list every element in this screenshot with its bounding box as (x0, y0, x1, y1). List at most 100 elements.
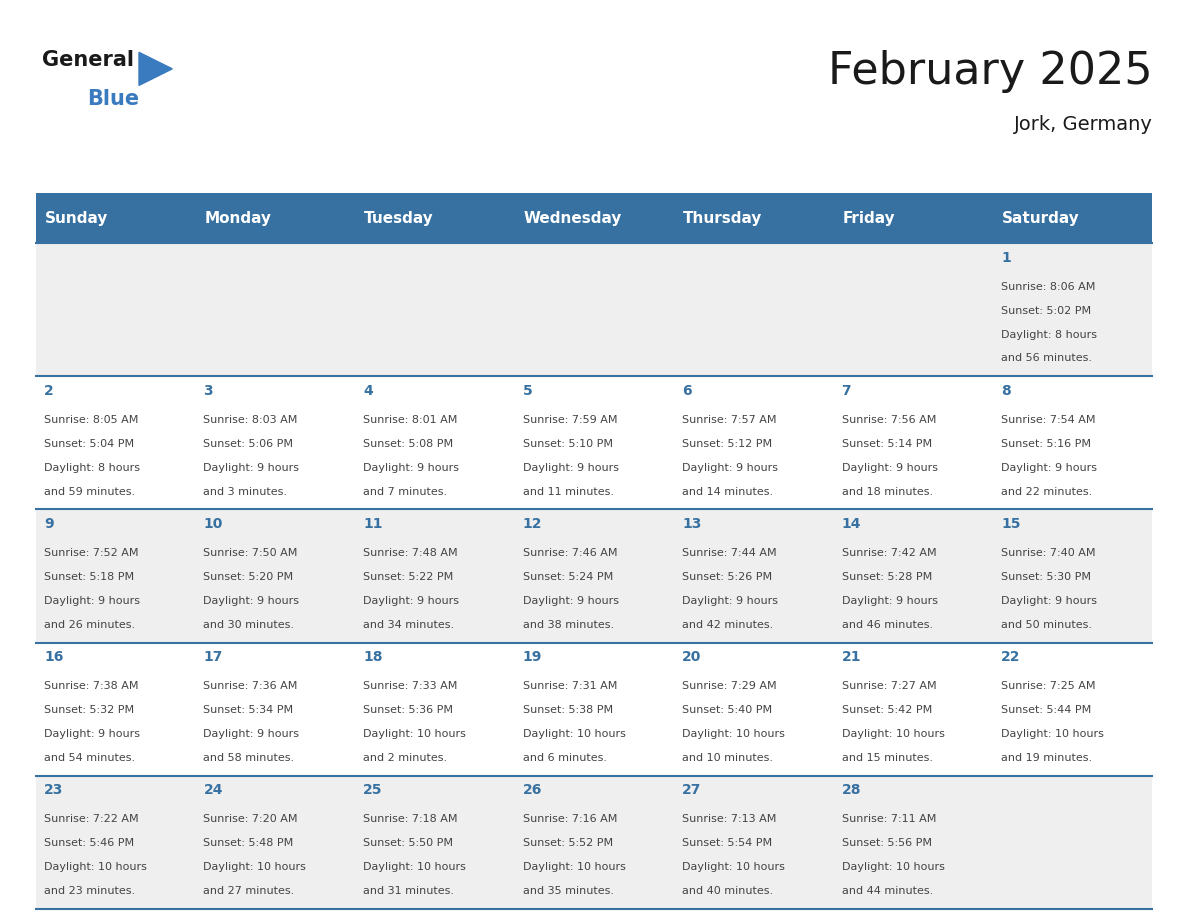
Text: February 2025: February 2025 (828, 50, 1152, 94)
Text: Sunrise: 7:48 AM: Sunrise: 7:48 AM (364, 548, 457, 558)
Text: Sunset: 5:14 PM: Sunset: 5:14 PM (841, 439, 931, 449)
Text: Saturday: Saturday (1003, 210, 1080, 226)
Text: and 15 minutes.: and 15 minutes. (841, 753, 933, 763)
Text: and 58 minutes.: and 58 minutes. (203, 753, 295, 763)
Text: 1: 1 (1001, 251, 1011, 264)
Text: 15: 15 (1001, 517, 1020, 531)
Text: Daylight: 9 hours: Daylight: 9 hours (1001, 463, 1098, 473)
Text: 25: 25 (364, 783, 383, 797)
Text: Sunset: 5:20 PM: Sunset: 5:20 PM (203, 572, 293, 582)
Text: Sunset: 5:16 PM: Sunset: 5:16 PM (1001, 439, 1091, 449)
Text: and 54 minutes.: and 54 minutes. (44, 753, 135, 763)
Text: 6: 6 (682, 384, 691, 397)
Text: 11: 11 (364, 517, 383, 531)
Text: Daylight: 9 hours: Daylight: 9 hours (523, 596, 619, 606)
Text: Sunrise: 7:40 AM: Sunrise: 7:40 AM (1001, 548, 1095, 558)
Text: Sunset: 5:28 PM: Sunset: 5:28 PM (841, 572, 931, 582)
Text: Daylight: 10 hours: Daylight: 10 hours (1001, 729, 1104, 739)
Text: Sunrise: 7:29 AM: Sunrise: 7:29 AM (682, 681, 777, 691)
Text: 8: 8 (1001, 384, 1011, 397)
Text: Sunrise: 7:57 AM: Sunrise: 7:57 AM (682, 415, 777, 425)
Text: 21: 21 (841, 650, 861, 664)
Text: Sunrise: 7:52 AM: Sunrise: 7:52 AM (44, 548, 139, 558)
Text: Sunset: 5:44 PM: Sunset: 5:44 PM (1001, 705, 1092, 715)
Text: Sunset: 5:34 PM: Sunset: 5:34 PM (203, 705, 293, 715)
Text: Sunrise: 8:03 AM: Sunrise: 8:03 AM (203, 415, 298, 425)
Text: Sunrise: 7:25 AM: Sunrise: 7:25 AM (1001, 681, 1095, 691)
Text: 22: 22 (1001, 650, 1020, 664)
Text: Blue: Blue (87, 89, 139, 109)
Text: Sunset: 5:56 PM: Sunset: 5:56 PM (841, 838, 931, 848)
Text: Sunset: 5:04 PM: Sunset: 5:04 PM (44, 439, 134, 449)
Text: Sunset: 5:54 PM: Sunset: 5:54 PM (682, 838, 772, 848)
Text: and 31 minutes.: and 31 minutes. (364, 886, 454, 896)
Text: Sunset: 5:36 PM: Sunset: 5:36 PM (364, 705, 453, 715)
Text: 26: 26 (523, 783, 542, 797)
Polygon shape (139, 52, 172, 85)
Text: Daylight: 10 hours: Daylight: 10 hours (682, 729, 785, 739)
Text: Sunrise: 7:18 AM: Sunrise: 7:18 AM (364, 814, 457, 824)
Text: Sunrise: 7:20 AM: Sunrise: 7:20 AM (203, 814, 298, 824)
Text: and 26 minutes.: and 26 minutes. (44, 620, 135, 630)
Text: Daylight: 9 hours: Daylight: 9 hours (364, 596, 459, 606)
Text: Sunrise: 8:05 AM: Sunrise: 8:05 AM (44, 415, 138, 425)
Text: and 30 minutes.: and 30 minutes. (203, 620, 295, 630)
Text: Sunset: 5:46 PM: Sunset: 5:46 PM (44, 838, 134, 848)
Text: and 38 minutes.: and 38 minutes. (523, 620, 614, 630)
Text: Thursday: Thursday (683, 210, 763, 226)
Text: Sunset: 5:42 PM: Sunset: 5:42 PM (841, 705, 931, 715)
Text: Sunrise: 7:13 AM: Sunrise: 7:13 AM (682, 814, 777, 824)
Text: and 42 minutes.: and 42 minutes. (682, 620, 773, 630)
Text: 4: 4 (364, 384, 373, 397)
Text: and 14 minutes.: and 14 minutes. (682, 487, 773, 497)
Text: Sunrise: 7:44 AM: Sunrise: 7:44 AM (682, 548, 777, 558)
Text: and 6 minutes.: and 6 minutes. (523, 753, 607, 763)
Text: and 18 minutes.: and 18 minutes. (841, 487, 933, 497)
Text: 28: 28 (841, 783, 861, 797)
Text: and 10 minutes.: and 10 minutes. (682, 753, 773, 763)
Text: Sunrise: 7:38 AM: Sunrise: 7:38 AM (44, 681, 139, 691)
Text: 7: 7 (841, 384, 852, 397)
Text: Sunset: 5:32 PM: Sunset: 5:32 PM (44, 705, 134, 715)
Text: Daylight: 9 hours: Daylight: 9 hours (682, 596, 778, 606)
Text: and 22 minutes.: and 22 minutes. (1001, 487, 1093, 497)
Text: Daylight: 9 hours: Daylight: 9 hours (1001, 596, 1098, 606)
Text: Sunset: 5:30 PM: Sunset: 5:30 PM (1001, 572, 1091, 582)
Text: and 34 minutes.: and 34 minutes. (364, 620, 454, 630)
Text: 5: 5 (523, 384, 532, 397)
Text: Sunset: 5:48 PM: Sunset: 5:48 PM (203, 838, 293, 848)
Text: Sunset: 5:26 PM: Sunset: 5:26 PM (682, 572, 772, 582)
Text: Daylight: 9 hours: Daylight: 9 hours (203, 463, 299, 473)
Text: Daylight: 9 hours: Daylight: 9 hours (682, 463, 778, 473)
Text: 9: 9 (44, 517, 53, 531)
Text: and 44 minutes.: and 44 minutes. (841, 886, 933, 896)
Text: Sunset: 5:22 PM: Sunset: 5:22 PM (364, 572, 454, 582)
Text: 10: 10 (203, 517, 223, 531)
Text: and 11 minutes.: and 11 minutes. (523, 487, 613, 497)
Text: Sunset: 5:12 PM: Sunset: 5:12 PM (682, 439, 772, 449)
Text: Sunrise: 7:56 AM: Sunrise: 7:56 AM (841, 415, 936, 425)
Bar (36, 643, 1152, 776)
Text: and 56 minutes.: and 56 minutes. (1001, 353, 1092, 364)
Text: and 40 minutes.: and 40 minutes. (682, 886, 773, 896)
Text: and 19 minutes.: and 19 minutes. (1001, 753, 1092, 763)
Text: Daylight: 9 hours: Daylight: 9 hours (841, 463, 937, 473)
Text: Sunrise: 8:01 AM: Sunrise: 8:01 AM (364, 415, 457, 425)
Text: Daylight: 8 hours: Daylight: 8 hours (44, 463, 140, 473)
Text: Daylight: 9 hours: Daylight: 9 hours (523, 463, 619, 473)
Text: Sunset: 5:24 PM: Sunset: 5:24 PM (523, 572, 613, 582)
Text: Daylight: 9 hours: Daylight: 9 hours (44, 596, 140, 606)
Text: Sunset: 5:06 PM: Sunset: 5:06 PM (203, 439, 293, 449)
Text: Monday: Monday (204, 210, 272, 226)
Text: and 7 minutes.: and 7 minutes. (364, 487, 447, 497)
Text: Sunrise: 7:36 AM: Sunrise: 7:36 AM (203, 681, 298, 691)
Text: 18: 18 (364, 650, 383, 664)
Text: Daylight: 10 hours: Daylight: 10 hours (364, 862, 466, 872)
Text: Daylight: 10 hours: Daylight: 10 hours (44, 862, 147, 872)
Text: Sunrise: 7:33 AM: Sunrise: 7:33 AM (364, 681, 457, 691)
Text: Sunset: 5:38 PM: Sunset: 5:38 PM (523, 705, 613, 715)
Text: 12: 12 (523, 517, 542, 531)
Text: and 3 minutes.: and 3 minutes. (203, 487, 287, 497)
Text: Daylight: 10 hours: Daylight: 10 hours (523, 862, 625, 872)
Bar (36, 376, 1152, 509)
